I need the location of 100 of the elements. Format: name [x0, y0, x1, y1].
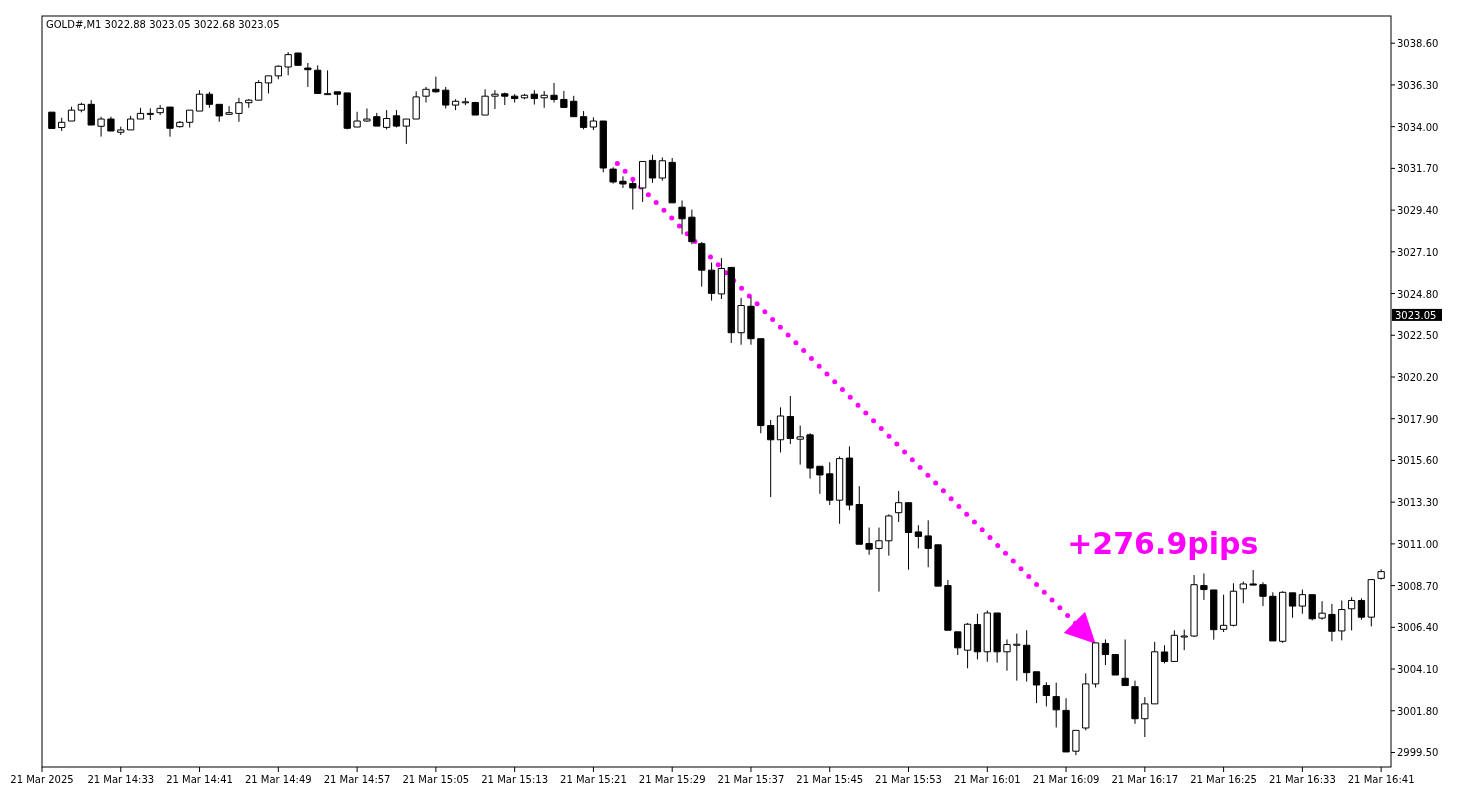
candlestick [1298, 589, 1307, 615]
candlestick [373, 112, 381, 127]
candlestick [579, 110, 588, 130]
candlestick [1347, 596, 1356, 631]
chart-title: GOLD#,M1 3022.88 3023.05 3022.68 3023.05 [46, 19, 280, 30]
candlestick [1190, 574, 1198, 638]
candlestick [1377, 568, 1385, 581]
candlestick [254, 79, 263, 101]
candlestick [1249, 569, 1257, 587]
y-tick-label: 3011.00 [1397, 538, 1439, 550]
y-tick-label: 3029.40 [1397, 205, 1439, 217]
candlestick [944, 579, 952, 631]
candlestick [215, 103, 223, 123]
x-tick-label: 21 Mar 15:21 [560, 774, 627, 785]
candlestick [570, 95, 578, 118]
candlestick [737, 297, 745, 346]
candlestick [48, 111, 56, 129]
candlestick [1328, 603, 1336, 642]
candlestick [382, 109, 391, 130]
x-tick-label: 21 Mar 16:17 [1111, 774, 1179, 785]
y-tick-label: 3036.30 [1397, 79, 1439, 91]
candlestick [776, 406, 785, 453]
x-tick-label: 21 Mar 14:49 [244, 774, 312, 785]
candlestick [550, 82, 558, 104]
candlestick [658, 156, 666, 182]
candlestick [432, 76, 440, 94]
candlestick [136, 107, 145, 120]
candlestick [963, 622, 972, 669]
candlestick [1121, 638, 1129, 687]
candlestick [1111, 654, 1119, 676]
candlestick [648, 154, 657, 184]
candlestick [786, 395, 794, 445]
candlestick [835, 455, 844, 525]
y-tick-label: 3015.60 [1397, 455, 1439, 467]
candlestick [67, 106, 76, 122]
candlestick [501, 92, 509, 106]
candlestick [688, 209, 696, 245]
y-tick-label: 3027.10 [1397, 246, 1439, 258]
candlestick [747, 296, 755, 346]
candlestick [1269, 591, 1277, 642]
x-tick-label: 21 Mar 16:09 [1032, 774, 1100, 785]
candlestick [796, 425, 804, 466]
candlestick [1239, 581, 1247, 604]
x-tick-label: 21 Mar 2025 [10, 774, 74, 785]
candlestick [727, 266, 735, 344]
candlestick [904, 502, 913, 571]
candlestick [1288, 592, 1297, 619]
candlestick [205, 91, 214, 109]
y-tick-label: 3004.10 [1397, 664, 1439, 676]
candlestick [1091, 642, 1100, 689]
candlestick [855, 485, 863, 545]
candlestick [58, 117, 66, 132]
x-tick-label: 21 Mar 14:33 [87, 774, 155, 785]
candlestick [97, 116, 105, 138]
candlestick [1279, 590, 1287, 644]
candlestick [1180, 629, 1188, 651]
candlestick [1003, 638, 1011, 672]
candlestick [156, 104, 164, 116]
candlestick [353, 111, 361, 128]
candlestick [264, 75, 273, 94]
candlestick [1170, 629, 1179, 662]
candlestick [973, 613, 982, 660]
candlestick [639, 160, 647, 203]
y-tick-label: 3034.00 [1397, 121, 1439, 133]
candlestick [442, 86, 450, 110]
candlestick [1160, 644, 1169, 664]
candlestick [560, 90, 568, 108]
x-tick-label: 21 Mar 16:01 [953, 774, 1021, 785]
candlestick [412, 90, 420, 120]
candlestick [934, 544, 942, 587]
candlestick [806, 432, 814, 480]
candlestick [914, 524, 923, 549]
candlestick [166, 106, 174, 138]
candlestick [895, 490, 903, 523]
candlestick [323, 69, 332, 96]
candlestick [363, 108, 371, 123]
candlestick [599, 120, 607, 173]
candlestick [1141, 696, 1149, 738]
annotation: +276.9pips [1067, 525, 1259, 561]
candlestick [510, 93, 519, 104]
candlestick [392, 109, 401, 128]
candlestick [87, 99, 95, 126]
candlestick [1101, 638, 1110, 666]
candlestick [186, 109, 194, 129]
candlestick [698, 241, 706, 288]
y-tick-label: 3020.20 [1397, 371, 1439, 383]
candlestick [481, 88, 489, 116]
candlestick [924, 519, 932, 568]
candlestick [225, 105, 233, 115]
candlestick [609, 166, 617, 185]
candlestick [816, 465, 824, 495]
candlestick [1072, 729, 1080, 756]
candlestick [954, 631, 962, 656]
y-tick-label: 3008.70 [1397, 580, 1439, 592]
candlestick [451, 98, 460, 111]
candlestick [717, 257, 726, 300]
candlestick [1023, 629, 1031, 683]
candlestick [1082, 672, 1090, 731]
candlestick [707, 262, 716, 302]
y-tick-label: 3024.80 [1397, 288, 1439, 300]
